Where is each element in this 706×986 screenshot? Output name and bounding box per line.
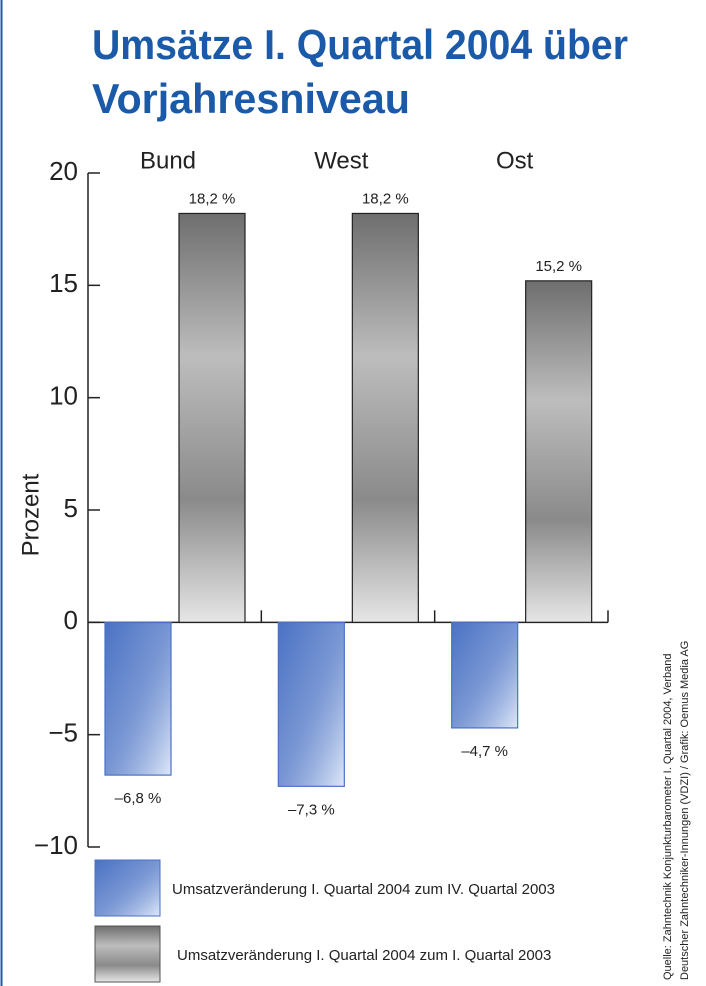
bar <box>452 622 518 728</box>
value-label: 18,2 % <box>362 190 409 207</box>
category-label: Bund <box>140 147 196 174</box>
y-tick-label: −10 <box>34 830 78 860</box>
bar <box>278 622 344 786</box>
chart: Umsätze I. Quartal 2004 über Vorjahresni… <box>0 0 706 986</box>
y-tick-label: 15 <box>49 268 78 298</box>
category-label: West <box>314 147 369 174</box>
y-tick-label: 10 <box>49 381 78 411</box>
source: Quelle: Zahntechnik Konjunkturbarometer … <box>662 653 674 980</box>
bar <box>105 622 171 775</box>
bar <box>526 281 592 622</box>
category-label: Ost <box>496 147 534 174</box>
value-label: 18,2 % <box>189 190 236 207</box>
bar <box>179 213 245 622</box>
legend-swatch <box>95 860 160 916</box>
value-label: 15,2 % <box>535 258 582 275</box>
y-tick-label: 20 <box>49 156 78 186</box>
value-label: –7,3 % <box>288 801 335 818</box>
y-tick-label: 5 <box>64 493 78 523</box>
legend-swatch <box>95 926 160 982</box>
legend-label: Umsatzveränderung I. Quartal 2004 zum I.… <box>177 947 551 964</box>
value-label: –6,8 % <box>115 790 162 807</box>
source: Deutscher Zahntechniker-Innungen (VDZI) … <box>679 641 691 980</box>
value-label: –4,7 % <box>461 743 508 760</box>
y-axis-label: Prozent <box>17 473 44 556</box>
y-tick-label: −5 <box>48 718 78 748</box>
y-tick-label: 0 <box>64 605 78 635</box>
chart-title: Umsätze I. Quartal 2004 über <box>92 21 628 68</box>
bar <box>352 213 418 622</box>
legend-label: Umsatzveränderung I. Quartal 2004 zum IV… <box>172 881 555 898</box>
chart-title: Vorjahresniveau <box>92 75 410 122</box>
